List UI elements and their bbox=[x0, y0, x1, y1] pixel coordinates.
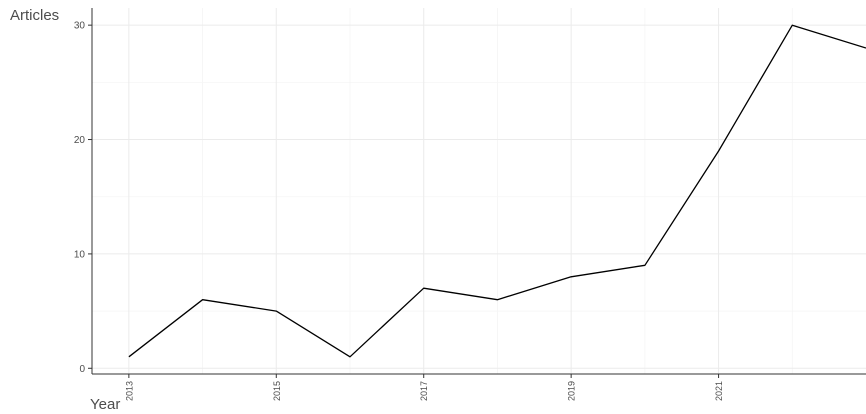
y-axis-title: Articles bbox=[10, 7, 59, 24]
y-tick-label: 30 bbox=[74, 21, 86, 32]
axes bbox=[91, 8, 866, 375]
tick-labels: 0 10 20 30 2013 2015 2017 2019 2021 bbox=[74, 21, 724, 401]
y-tick-label: 0 bbox=[79, 364, 85, 375]
x-tick-label: 2017 bbox=[419, 381, 429, 401]
x-tick-label: 2013 bbox=[124, 381, 134, 401]
y-tick-label: 20 bbox=[74, 135, 86, 146]
y-tick-label: 10 bbox=[74, 249, 86, 260]
series-line bbox=[128, 24, 866, 358]
x-tick-label: 2019 bbox=[567, 381, 577, 401]
x-axis-title: Year bbox=[90, 396, 120, 413]
axis-ticks bbox=[88, 24, 720, 378]
x-tick-label: 2021 bbox=[714, 381, 724, 401]
grid-lines bbox=[92, 8, 866, 374]
x-tick-label: 2015 bbox=[272, 381, 282, 401]
